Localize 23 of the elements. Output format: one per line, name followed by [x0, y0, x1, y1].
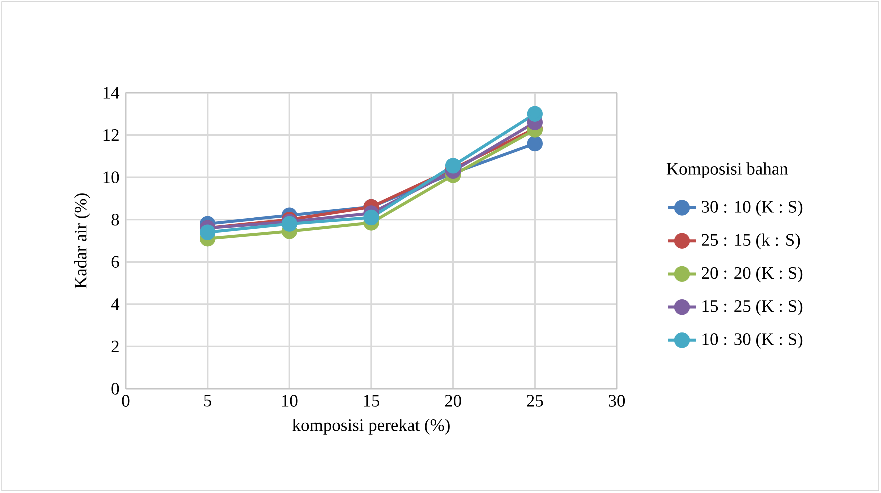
x-axis-title: komposisi perekat (%)	[292, 418, 450, 435]
legend-label: 10 : 30 (K : S)	[702, 333, 803, 349]
x-tick-label: 10	[282, 395, 298, 407]
legend-label: 25 : 15 (k : S)	[702, 234, 800, 250]
legend-title: Komposisi bahan	[666, 162, 788, 178]
y-tick-label: 10	[104, 172, 120, 184]
x-tick-label: 30	[609, 395, 626, 407]
y-tick-label: 4	[111, 298, 120, 310]
y-tick-label: 6	[112, 256, 120, 268]
y-tick-label: 2	[112, 340, 119, 352]
x-tick-label: 25	[527, 395, 544, 407]
x-tick-label: 0	[122, 395, 130, 407]
x-tick-label: 20	[445, 395, 462, 407]
legend-label: 15 : 25 (K : S)	[702, 300, 803, 316]
legend-label: 20 : 20 (K : S)	[702, 266, 803, 283]
y-axis-title: Kadar air (%)	[74, 194, 90, 289]
y-tick-label: 14	[104, 87, 120, 99]
y-tick-label: 12	[104, 129, 119, 142]
y-tick-label: 8	[112, 214, 120, 226]
x-tick-label: 15	[364, 395, 380, 407]
legend-label: 30 : 10 (K : S)	[702, 200, 803, 216]
x-tick-label: 5	[204, 395, 212, 407]
y-tick-label: 0	[112, 383, 120, 395]
